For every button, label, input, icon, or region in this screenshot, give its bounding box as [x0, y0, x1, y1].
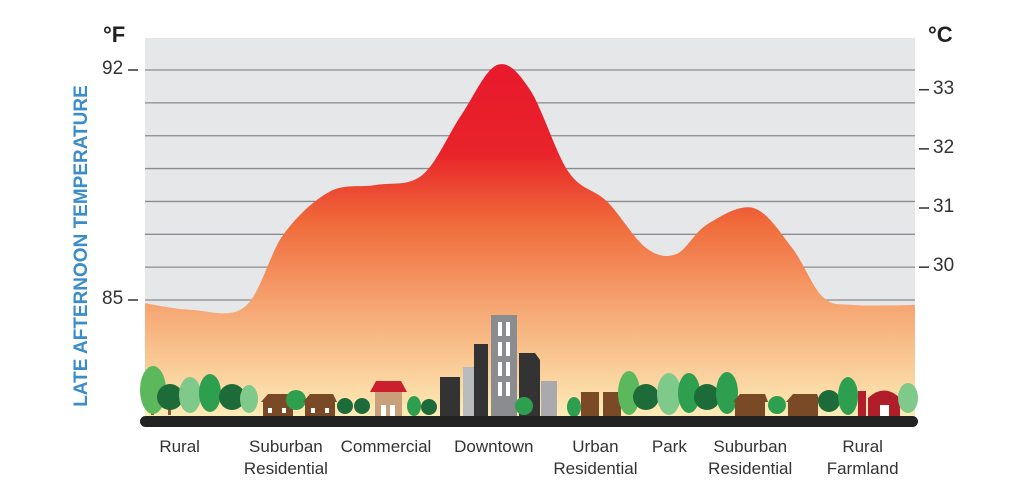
category-label-line: Suburban	[713, 437, 788, 456]
category-label: Park	[652, 436, 687, 458]
downtown-buildings	[440, 315, 557, 417]
category-label-line: Rural	[159, 437, 200, 456]
category-label: Downtown	[454, 436, 533, 458]
farm-barn	[858, 383, 918, 417]
houses-suburban-right	[733, 377, 858, 417]
category-label-line: Suburban	[249, 437, 323, 456]
category-label: Urban Residential	[553, 436, 637, 480]
landscape-illustration	[140, 315, 918, 427]
category-label-line: Commercial	[340, 437, 432, 456]
trees-rural-left	[140, 366, 258, 415]
commercial-building	[370, 381, 437, 417]
category-label: Commercial	[341, 436, 432, 458]
category-label-line: Park	[651, 437, 687, 456]
temperature-profile-area	[145, 64, 915, 423]
right-tick-label: 31	[933, 196, 955, 217]
category-label-line: Rural	[842, 437, 883, 456]
left-tick-label: 85	[102, 288, 124, 310]
category-label-line: Residential	[243, 459, 328, 478]
right-tick-label: 30	[933, 255, 955, 277]
urban-residential-buildings	[567, 392, 621, 417]
category-label: Suburban Residential	[708, 436, 792, 480]
y-axis-label: LATE AFTERNOON TEMPERATURE	[71, 85, 92, 407]
category-label-line: Urban	[572, 437, 619, 456]
category-label: Rural Farmland	[827, 436, 899, 480]
right-tick-label: 32	[933, 136, 955, 158]
category-label-line: Residential	[553, 459, 638, 478]
category-label: Rural	[159, 436, 200, 458]
axis-ticks	[128, 69, 929, 301]
right-axis-unit: °C	[928, 22, 953, 47]
houses-suburban-left	[261, 390, 370, 417]
ground-line	[140, 416, 918, 427]
category-label-line: Residential	[708, 459, 793, 478]
category-label-line: Farmland	[826, 459, 899, 478]
left-tick-label: 92	[102, 58, 124, 79]
trees-park	[618, 371, 738, 415]
category-label: Suburban Residential	[244, 436, 328, 480]
left-axis-unit: °F	[103, 22, 126, 47]
category-label-line: Downtown	[454, 437, 534, 456]
right-tick-label: 33	[933, 77, 955, 99]
